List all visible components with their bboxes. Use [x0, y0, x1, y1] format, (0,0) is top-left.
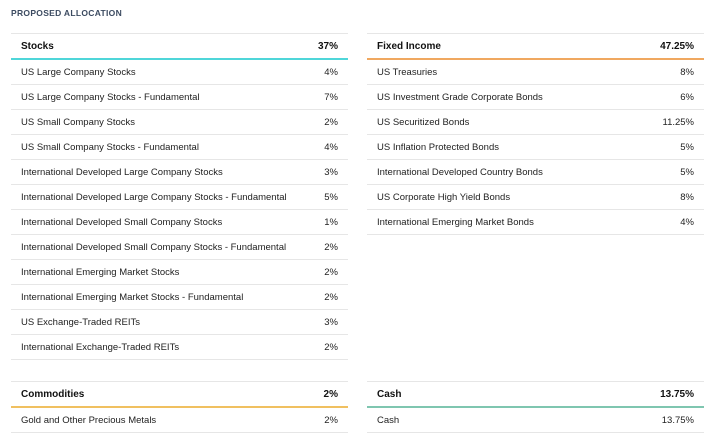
section-title: PROPOSED ALLOCATION — [11, 8, 123, 18]
allocation-value: 7% — [324, 91, 338, 103]
allocation-label: International Developed Small Company St… — [21, 241, 287, 253]
cash-total: 13.75% — [660, 388, 694, 400]
allocation-label: International Exchange-Traded REITs — [21, 341, 180, 353]
allocation-label: International Developed Country Bonds — [377, 166, 543, 178]
cash-title: Cash — [377, 388, 402, 400]
allocation-value: 11.25% — [662, 116, 694, 128]
allocation-row: US Corporate High Yield Bonds 8% — [367, 185, 704, 210]
allocation-label: International Developed Small Company St… — [21, 216, 223, 228]
allocation-row: International Developed Country Bonds 5% — [367, 160, 704, 185]
stocks-title: Stocks — [21, 40, 54, 52]
allocation-value: 2% — [324, 266, 338, 278]
allocation-row: International Emerging Market Bonds 4% — [367, 210, 704, 235]
allocation-row: International Exchange-Traded REITs 2% — [11, 335, 348, 360]
commodities-rows: Gold and Other Precious Metals 2% — [11, 408, 348, 433]
allocation-value: 8% — [680, 66, 694, 78]
allocation-row: International Developed Large Company St… — [11, 160, 348, 185]
allocation-label: Cash — [377, 414, 400, 426]
allocation-value: 1% — [324, 216, 338, 228]
allocation-row: US Small Company Stocks 2% — [11, 110, 348, 135]
allocation-value: 13.75% — [661, 414, 694, 426]
allocation-value: 3% — [324, 316, 338, 328]
allocation-label: US Exchange-Traded REITs — [21, 316, 140, 328]
allocation-value: 2% — [324, 414, 338, 426]
allocation-label: US Small Company Stocks — [21, 116, 136, 128]
allocation-value: 5% — [680, 141, 694, 153]
allocation-label: US Small Company Stocks - Fundamental — [21, 141, 199, 153]
allocation-label: US Treasuries — [377, 66, 438, 78]
allocation-row: International Developed Small Company St… — [11, 210, 348, 235]
fixed-income-panel: Fixed Income 47.25% US Treasuries 8% US In… — [367, 33, 704, 235]
allocation-value: 8% — [680, 191, 694, 203]
allocation-label: International Emerging Market Bonds — [377, 216, 534, 228]
cash-header: Cash 13.75% — [367, 381, 704, 408]
commodities-panel: Commodities 2% Gold and Other Precious M… — [11, 381, 348, 433]
allocation-value: 6% — [680, 91, 694, 103]
fixed-income-rows: US Treasuries 8% US Investment Grade Corpo… — [367, 60, 704, 235]
allocation-value: 2% — [324, 241, 338, 253]
fixed-income-header: Fixed Income 47.25% — [367, 33, 704, 60]
fixed-income-total: 47.25% — [660, 40, 694, 52]
allocation-row: US Large Company Stocks 4% — [11, 60, 348, 85]
allocation-row: US Treasuries 8% — [367, 60, 704, 85]
commodities-total: 2% — [323, 388, 338, 400]
allocation-row: International Emerging Market Stocks 2% — [11, 260, 348, 285]
allocation-label: International Emerging Market Stocks — [21, 266, 180, 278]
cash-rows: Cash 13.75% — [367, 408, 704, 433]
cash-panel: Cash 13.75% Cash 13.75% — [367, 381, 704, 433]
allocation-row: Cash 13.75% — [367, 408, 704, 433]
allocation-value: 2% — [324, 291, 338, 303]
allocation-label: International Developed Large Company St… — [21, 191, 287, 203]
allocation-label: International Emerging Market Stocks - F… — [21, 291, 244, 303]
allocation-value: 3% — [324, 166, 338, 178]
allocation-value: 4% — [680, 216, 694, 228]
allocation-row: US Investment Grade Corporate Bonds 6% — [367, 85, 704, 110]
allocation-label: US Securitized Bonds — [377, 116, 470, 128]
allocation-value: 5% — [324, 191, 338, 203]
allocation-row: US Exchange-Traded REITs 3% — [11, 310, 348, 335]
allocation-row: US Large Company Stocks - Fundamental 7% — [11, 85, 348, 110]
commodities-title: Commodities — [21, 388, 85, 400]
stocks-rows: US Large Company Stocks 4% US Large Compan… — [11, 60, 348, 360]
allocation-label: US Corporate High Yield Bonds — [377, 191, 511, 203]
allocation-row: International Developed Large Company St… — [11, 185, 348, 210]
allocation-row: US Inflation Protected Bonds 5% — [367, 135, 704, 160]
allocation-label: US Inflation Protected Bonds — [377, 141, 499, 153]
allocation-value: 2% — [324, 341, 338, 353]
allocation-label: Gold and Other Precious Metals — [21, 414, 157, 426]
allocation-label: US Large Company Stocks - Fundamental — [21, 91, 200, 103]
allocation-value: 2% — [324, 116, 338, 128]
commodities-header: Commodities 2% — [11, 381, 348, 408]
allocation-label: US Investment Grade Corporate Bonds — [377, 91, 543, 103]
allocation-label: US Large Company Stocks — [21, 66, 136, 78]
allocation-label: International Developed Large Company St… — [21, 166, 223, 178]
allocation-row: International Emerging Market Stocks - F… — [11, 285, 348, 310]
allocation-row: International Developed Small Company St… — [11, 235, 348, 260]
allocation-value: 4% — [324, 141, 338, 153]
allocation-row: US Small Company Stocks - Fundamental 4% — [11, 135, 348, 160]
fixed-income-title: Fixed Income — [377, 40, 441, 52]
stocks-total: 37% — [317, 40, 338, 52]
allocation-value: 4% — [324, 66, 338, 78]
allocation-value: 5% — [680, 166, 694, 178]
allocation-row: Gold and Other Precious Metals 2% — [11, 408, 348, 433]
stocks-panel: Stocks 37% US Large Company Stocks 4% US L… — [11, 33, 348, 360]
stocks-header: Stocks 37% — [11, 33, 348, 60]
allocation-row: US Securitized Bonds 11.25% — [367, 110, 704, 135]
